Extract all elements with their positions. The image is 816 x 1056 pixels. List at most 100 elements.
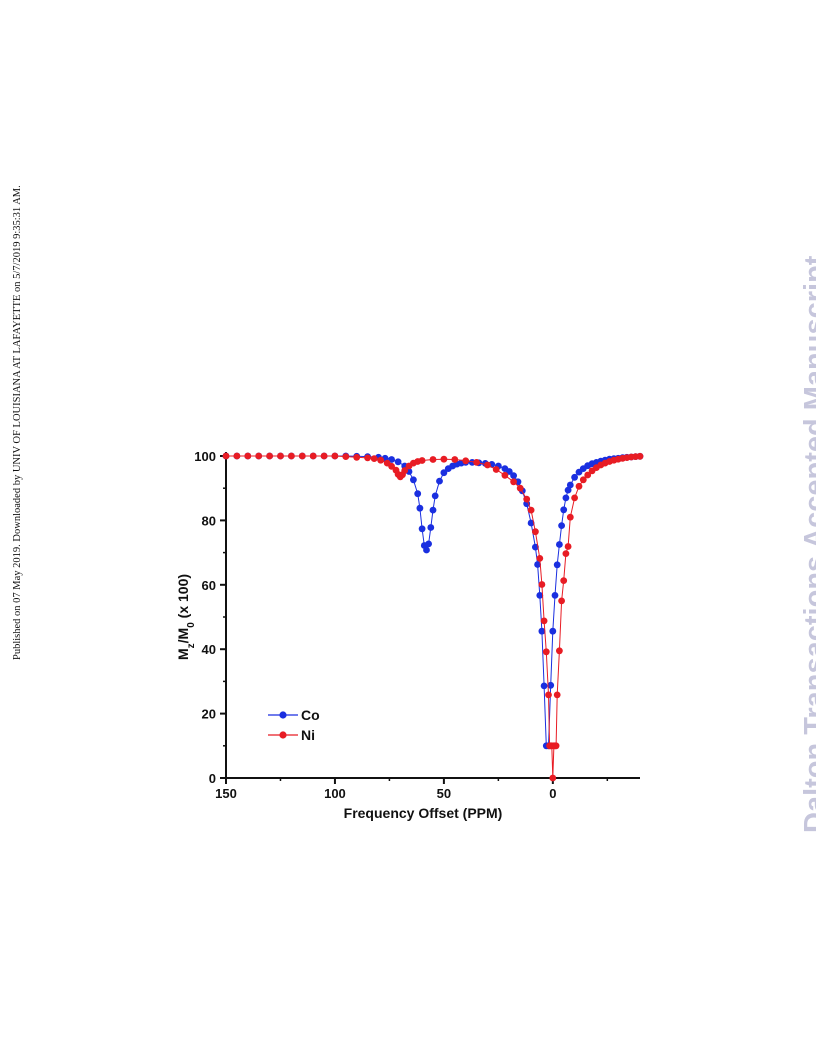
- y-axis-title: Mz/M0 (x 100): [175, 574, 197, 660]
- data-point: [462, 457, 470, 465]
- data-point: [377, 456, 385, 464]
- plot-series: [222, 452, 644, 782]
- data-point: [416, 504, 424, 512]
- data-point: [353, 453, 361, 461]
- data-point: [566, 513, 574, 521]
- data-point: [556, 541, 563, 548]
- data-point: [564, 543, 572, 550]
- data-point: [222, 452, 230, 460]
- data-point: [492, 466, 500, 473]
- data-point: [255, 452, 263, 460]
- data-point: [510, 478, 517, 486]
- data-point: [532, 528, 539, 536]
- data-point: [566, 481, 574, 489]
- data-point: [298, 452, 306, 460]
- y-tick-label: 40: [202, 642, 216, 657]
- data-point: [575, 482, 583, 490]
- data-point: [553, 561, 561, 569]
- data-point: [523, 495, 531, 503]
- data-point: [562, 550, 570, 557]
- data-point: [266, 452, 273, 460]
- data-point: [579, 476, 587, 484]
- data-point: [401, 467, 409, 474]
- data-point: [429, 456, 437, 463]
- data-point: [233, 452, 241, 460]
- data-point: [560, 506, 568, 514]
- data-point: [388, 462, 395, 470]
- data-point: [423, 546, 430, 554]
- data-point: [244, 452, 252, 460]
- data-point: [505, 468, 513, 475]
- data-point: [571, 494, 578, 502]
- legend-marker: [279, 731, 287, 739]
- data-point: [418, 457, 426, 464]
- series-co: [222, 452, 644, 750]
- data-point: [532, 543, 539, 551]
- x-tick-label: 0: [549, 786, 556, 801]
- data-point: [277, 452, 284, 460]
- legend-label: Ni: [301, 727, 315, 743]
- y-axis-title-part: /M: [175, 628, 191, 644]
- data-point: [558, 522, 565, 529]
- y-tick-label: 100: [194, 449, 216, 464]
- y-tick-label: 0: [209, 771, 216, 786]
- data-point: [410, 476, 417, 484]
- legend-label: Co: [301, 707, 320, 723]
- data-point: [534, 561, 541, 568]
- data-point: [484, 461, 491, 469]
- data-point: [429, 506, 437, 514]
- data-point: [552, 742, 560, 750]
- data-point: [288, 452, 295, 460]
- data-point: [320, 452, 328, 460]
- data-point: [451, 456, 459, 463]
- data-point: [418, 525, 426, 533]
- data-point: [558, 597, 565, 605]
- data-point: [536, 592, 544, 599]
- data-point: [636, 452, 644, 460]
- y-tick-label: 60: [202, 578, 216, 593]
- y-axis-title-part: 0: [186, 622, 197, 628]
- data-point: [545, 691, 552, 699]
- series-ni: [222, 452, 644, 782]
- series-line: [226, 455, 641, 747]
- data-point: [436, 477, 443, 485]
- data-point: [510, 472, 517, 479]
- data-point: [394, 458, 402, 466]
- data-point: [414, 490, 422, 498]
- data-point: [527, 506, 535, 514]
- data-point: [571, 473, 578, 481]
- data-point: [527, 519, 535, 527]
- data-point: [473, 459, 480, 466]
- data-point: [425, 540, 432, 548]
- series-line: [226, 455, 641, 779]
- data-point: [547, 681, 555, 689]
- data-point: [556, 647, 563, 655]
- data-point: [370, 455, 378, 462]
- data-point: [516, 484, 524, 492]
- data-point: [501, 471, 509, 479]
- legend-marker: [279, 711, 287, 719]
- data-point: [560, 577, 568, 584]
- data-point: [364, 454, 371, 462]
- data-point: [538, 627, 546, 635]
- data-point: [427, 524, 435, 531]
- data-point: [551, 592, 559, 599]
- data-point: [549, 774, 557, 782]
- data-point: [440, 469, 448, 477]
- y-tick-label: 20: [202, 707, 216, 722]
- data-point: [542, 648, 550, 656]
- data-point: [562, 494, 570, 502]
- data-point: [540, 617, 548, 625]
- x-axis-title: Frequency Offset (PPM): [344, 805, 503, 821]
- data-point: [549, 627, 557, 635]
- data-point: [342, 453, 350, 460]
- data-point: [564, 486, 572, 494]
- data-point: [331, 452, 339, 460]
- y-axis-title-part: (x 100): [175, 574, 191, 622]
- y-tick-label: 80: [202, 513, 216, 528]
- data-point: [431, 492, 439, 500]
- data-point: [540, 682, 548, 690]
- data-point: [553, 691, 561, 699]
- x-tick-label: 150: [215, 786, 237, 801]
- legend: Co Ni: [268, 707, 320, 743]
